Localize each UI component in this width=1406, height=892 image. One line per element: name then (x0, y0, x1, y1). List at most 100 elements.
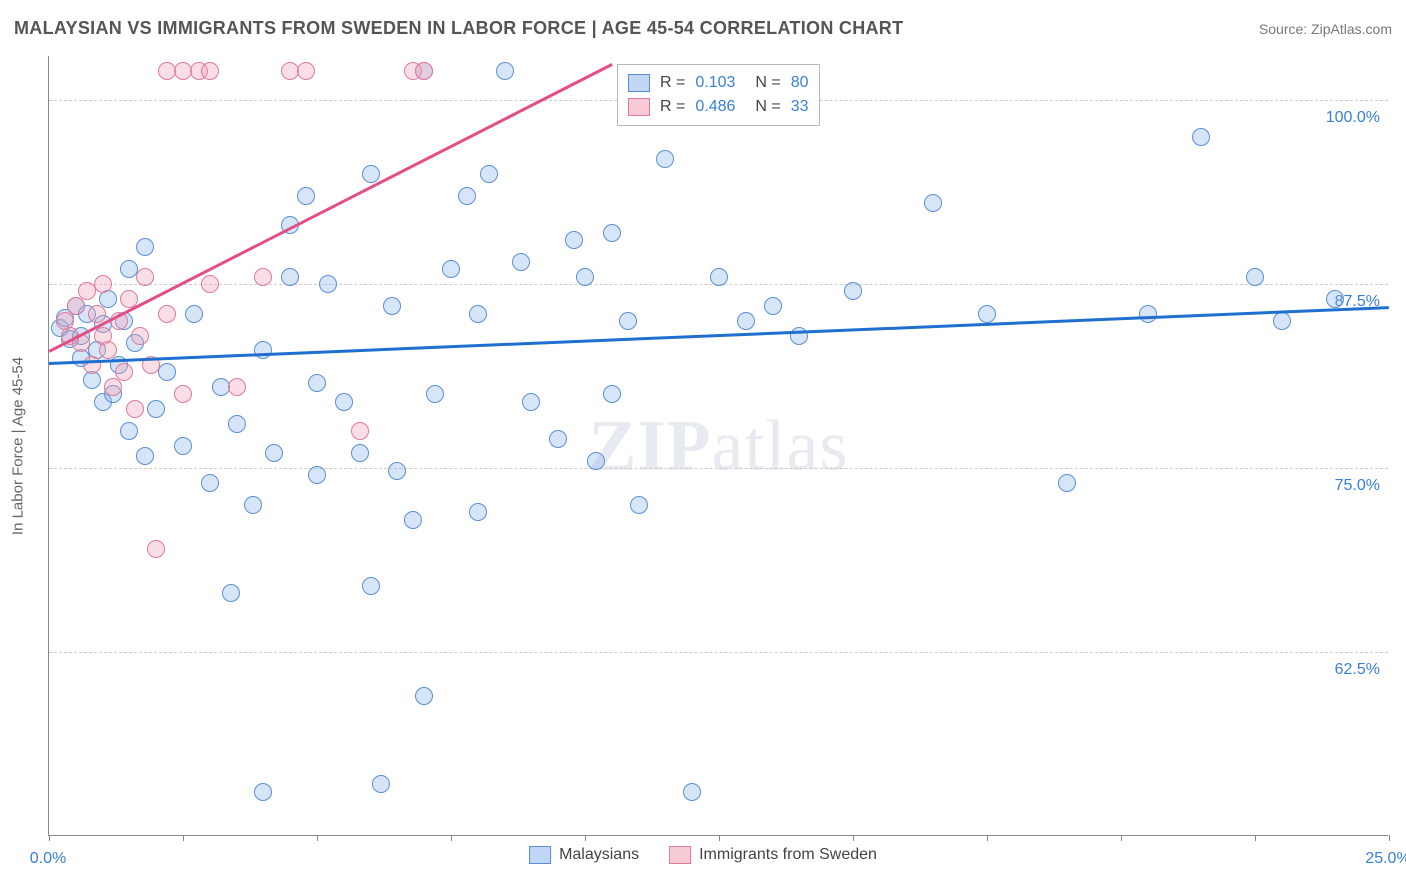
swatch-icon (628, 74, 650, 92)
scatter-point (764, 297, 782, 315)
scatter-point (683, 783, 701, 801)
legend-item: Immigrants from Sweden (669, 846, 877, 864)
scatter-point (222, 584, 240, 602)
scatter-point (174, 385, 192, 403)
scatter-point (619, 312, 637, 330)
scatter-point (136, 447, 154, 465)
scatter-point (351, 422, 369, 440)
scatter-point (126, 400, 144, 418)
scatter-point (201, 62, 219, 80)
n-value: 33 (791, 95, 809, 119)
scatter-point (254, 268, 272, 286)
legend-label: Immigrants from Sweden (699, 846, 877, 864)
scatter-point (281, 268, 299, 286)
x-tick (183, 835, 184, 841)
legend: Malaysians Immigrants from Sweden (529, 846, 877, 864)
scatter-point (319, 275, 337, 293)
swatch-icon (628, 98, 650, 116)
scatter-point (351, 444, 369, 462)
scatter-point (228, 415, 246, 433)
scatter-point (630, 496, 648, 514)
scatter-point (67, 297, 85, 315)
source-label: Source: ZipAtlas.com (1259, 21, 1392, 37)
scatter-point (587, 452, 605, 470)
r-label: R = (660, 95, 685, 119)
scatter-point (1192, 128, 1210, 146)
y-tick-label: 75.0% (1335, 477, 1380, 495)
scatter-point (790, 327, 808, 345)
scatter-point (603, 385, 621, 403)
scatter-point (522, 393, 540, 411)
scatter-point (978, 305, 996, 323)
legend-label: Malaysians (559, 846, 639, 864)
scatter-point (88, 305, 106, 323)
title-bar: MALAYSIAN VS IMMIGRANTS FROM SWEDEN IN L… (14, 18, 1392, 39)
scatter-point (297, 187, 315, 205)
scatter-point (228, 378, 246, 396)
scatter-point (158, 305, 176, 323)
scatter-point (201, 474, 219, 492)
scatter-point (244, 496, 262, 514)
scatter-point (131, 327, 149, 345)
scatter-point (442, 260, 460, 278)
r-value: 0.103 (695, 71, 735, 95)
scatter-point (710, 268, 728, 286)
scatter-point (297, 62, 315, 80)
legend-item: Malaysians (529, 846, 639, 864)
scatter-point (1058, 474, 1076, 492)
stats-row: R =0.103N =80 (628, 71, 809, 95)
n-label: N = (755, 95, 780, 119)
scatter-point (512, 253, 530, 271)
r-value: 0.486 (695, 95, 735, 119)
scatter-point (1273, 312, 1291, 330)
scatter-point (603, 224, 621, 242)
n-value: 80 (791, 71, 809, 95)
x-tick (987, 835, 988, 841)
trend-line (48, 63, 612, 352)
scatter-point (362, 577, 380, 595)
x-tick (49, 835, 50, 841)
swatch-icon (669, 846, 691, 864)
scatter-point (924, 194, 942, 212)
scatter-point (158, 363, 176, 381)
scatter-point (469, 305, 487, 323)
scatter-point (480, 165, 498, 183)
gridline (49, 468, 1388, 469)
scatter-point (136, 238, 154, 256)
scatter-point (844, 282, 862, 300)
gridline (49, 652, 1388, 653)
scatter-point (388, 462, 406, 480)
x-tick (451, 835, 452, 841)
scatter-point (372, 775, 390, 793)
x-tick (1121, 835, 1122, 841)
scatter-point (254, 341, 272, 359)
stats-row: R = 0.486 N = 33 (628, 95, 809, 119)
r-label: R = (660, 71, 685, 95)
scatter-point (308, 374, 326, 392)
scatter-point (383, 297, 401, 315)
plot-area: ZIPatlas 62.5%75.0%87.5%100.0%R =0.103N … (48, 56, 1388, 836)
trend-line (49, 306, 1389, 364)
y-tick-label: 62.5% (1335, 661, 1380, 679)
scatter-point (656, 150, 674, 168)
scatter-point (1246, 268, 1264, 286)
scatter-point (308, 466, 326, 484)
scatter-point (415, 62, 433, 80)
scatter-point (115, 363, 133, 381)
x-tick (853, 835, 854, 841)
stats-box: R = 0.103 N = 80R = 0.486 N = 33 (617, 64, 820, 126)
swatch-icon (529, 846, 551, 864)
x-tick-label: 0.0% (30, 850, 66, 868)
scatter-point (576, 268, 594, 286)
scatter-point (335, 393, 353, 411)
scatter-point (737, 312, 755, 330)
scatter-point (104, 378, 122, 396)
x-tick-label: 25.0% (1365, 850, 1406, 868)
scatter-point (99, 341, 117, 359)
chart-title: MALAYSIAN VS IMMIGRANTS FROM SWEDEN IN L… (14, 18, 903, 39)
x-tick (1389, 835, 1390, 841)
scatter-point (458, 187, 476, 205)
scatter-point (185, 305, 203, 323)
scatter-point (426, 385, 444, 403)
scatter-point (469, 503, 487, 521)
